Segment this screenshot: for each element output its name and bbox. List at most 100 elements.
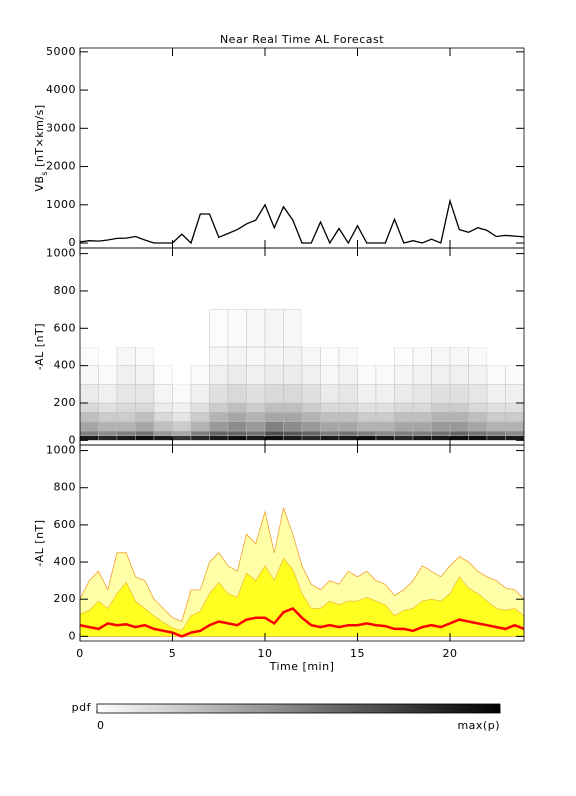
heatmap-cell (283, 435, 303, 441)
heatmap-cell (227, 412, 247, 422)
heatmap-cell (301, 430, 321, 436)
heatmap-cell (468, 402, 488, 413)
heatmap-cell (135, 421, 155, 432)
y-tick-label: 600 (54, 518, 77, 531)
y-axis-label-sub: s (40, 171, 49, 176)
heatmap-cell (338, 421, 358, 432)
heatmap-cell (487, 346, 506, 366)
heatmap-cell (80, 384, 99, 404)
heatmap-cell (172, 435, 192, 441)
heatmap-cell (486, 430, 506, 436)
heatmap-cell (209, 365, 229, 385)
heatmap-cell (301, 365, 321, 385)
heatmap-cell (209, 309, 229, 348)
heatmap-cell (172, 430, 192, 436)
heatmap-cell (320, 365, 340, 385)
heatmap-cell (357, 384, 377, 404)
heatmap-cell (338, 435, 358, 441)
heatmap-cell (449, 435, 469, 441)
heatmap-cell (468, 346, 488, 366)
heatmap-cell (80, 421, 99, 432)
heatmap-cell (153, 435, 173, 441)
heatmap-cell (135, 365, 155, 385)
heatmap-cell (283, 309, 303, 348)
y-tick-label: 400 (54, 359, 77, 372)
heatmap-cell (154, 346, 173, 366)
heatmap-cell (227, 384, 247, 404)
heatmap-cell (116, 430, 136, 436)
heatmap-cell (412, 346, 432, 366)
heatmap-cell (191, 309, 210, 347)
heatmap-cell (320, 309, 339, 347)
heatmap-cell (117, 309, 136, 347)
heatmap-cell (301, 421, 321, 432)
y-tick-label: 2000 (46, 160, 76, 173)
heatmap-cell (431, 435, 451, 441)
x-tick-label: 15 (350, 647, 365, 660)
heatmap-cell (190, 435, 210, 441)
y-tick-label: 4000 (46, 83, 76, 96)
heatmap-cell (209, 430, 229, 436)
colorbar-tick-label: 0 (97, 719, 105, 732)
heatmap-cell (431, 430, 451, 436)
heatmap-cell (283, 430, 303, 436)
heatmap-cell (98, 365, 118, 385)
heatmap-cell (394, 365, 414, 385)
heatmap-cell (172, 346, 191, 366)
heatmap-cell (431, 365, 451, 385)
heatmap-cell (172, 421, 192, 432)
heatmap-cell (172, 365, 191, 385)
heatmap-cell (283, 346, 303, 366)
x-tick-label: 5 (169, 647, 177, 660)
heatmap-cell (80, 309, 99, 347)
heatmap-cell (357, 421, 377, 432)
heatmap-cell (505, 384, 524, 404)
heatmap-cell (301, 412, 321, 422)
heatmap-cell (431, 384, 451, 404)
heatmap-cell (357, 412, 377, 422)
heatmap-cell (135, 412, 155, 422)
heatmap-cell (116, 412, 136, 422)
heatmap-cell (264, 421, 284, 432)
heatmap-cell (412, 384, 432, 404)
y-axis-label-unit: [nT×km/s] (33, 104, 46, 167)
heatmap-cell (209, 402, 229, 413)
heatmap-cell (449, 402, 469, 413)
heatmap-cell (505, 430, 524, 436)
heatmap-cell (264, 384, 284, 404)
heatmap-cell (227, 346, 247, 366)
heatmap-cell (172, 402, 192, 413)
heatmap-cell (357, 435, 377, 441)
heatmap-cell (338, 346, 358, 366)
heatmap-cell (394, 384, 414, 404)
y-tick-label: 3000 (46, 121, 76, 134)
heatmap-cell (468, 421, 488, 432)
heatmap-cell (172, 412, 192, 422)
heatmap-cell (431, 309, 450, 347)
heatmap-cell (209, 435, 229, 441)
heatmap-cell (320, 421, 340, 432)
plot-area (80, 309, 524, 441)
heatmap-cell (190, 402, 210, 413)
heatmap-cell (505, 421, 524, 432)
y-tick-label: 600 (54, 321, 77, 334)
heatmap-cell (116, 384, 136, 404)
heatmap-cell (449, 412, 469, 422)
heatmap-cell (98, 384, 118, 404)
heatmap-cell (283, 421, 303, 432)
heatmap-cell (98, 412, 118, 422)
colorbar-tick-label: max(p) (457, 719, 500, 732)
heatmap-cell (486, 365, 506, 385)
heatmap-cell (357, 365, 377, 385)
heatmap-cell (487, 309, 506, 347)
heatmap-cell (505, 402, 524, 413)
heatmap-cell (413, 309, 432, 347)
heatmap-cell (375, 430, 395, 436)
heatmap-cell (172, 384, 192, 404)
heatmap-cell (227, 435, 247, 441)
heatmap-cell (246, 412, 266, 422)
heatmap-cell (264, 309, 284, 348)
heatmap-cell (394, 402, 414, 413)
heatmap-cell (191, 346, 210, 366)
